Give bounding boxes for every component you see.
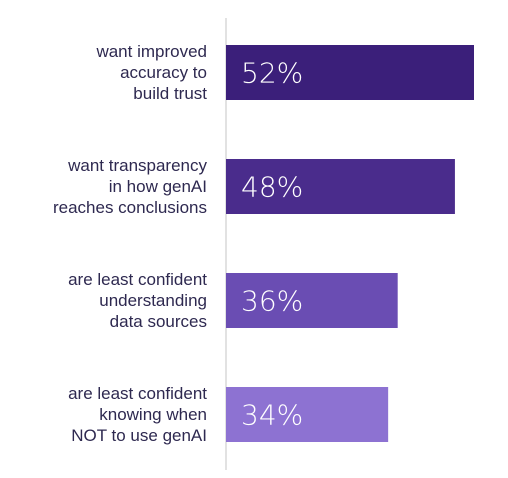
category-label-2: want transparency in how genAI reaches con…: [7, 155, 207, 218]
bar-4: [226, 387, 389, 442]
category-label-line: data sources: [109, 312, 207, 331]
data-label-1: 52%: [241, 57, 303, 90]
bar-2: [226, 159, 455, 214]
data-label-3: 36%: [241, 285, 303, 318]
category-label-line: knowing when: [99, 405, 207, 424]
category-label-line: in how genAI: [108, 177, 207, 196]
category-label-line: reaches conclusions: [52, 198, 207, 217]
category-label-line: want transparency: [68, 156, 207, 175]
category-label-3: are least confident understanding data sou…: [7, 269, 207, 332]
category-label-4: are least confident knowing when NOT to us…: [7, 383, 207, 446]
category-label-line: NOT to use genAI: [71, 426, 207, 445]
category-label-line: understanding: [99, 291, 207, 310]
category-label-line: want improved: [96, 42, 207, 61]
category-label-line: are least confident: [68, 384, 207, 403]
category-label-line: build trust: [133, 84, 207, 103]
bars: 52% 48% 36% 34%: [226, 45, 474, 442]
data-label-4: 34%: [241, 399, 303, 432]
category-label-1: want improved accuracy to build trust: [7, 41, 207, 104]
category-label-line: accuracy to: [120, 63, 207, 82]
data-label-2: 48%: [241, 171, 303, 204]
bar-1: [226, 45, 474, 100]
category-label-line: are least confident: [68, 270, 207, 289]
bar-3: [226, 273, 398, 328]
